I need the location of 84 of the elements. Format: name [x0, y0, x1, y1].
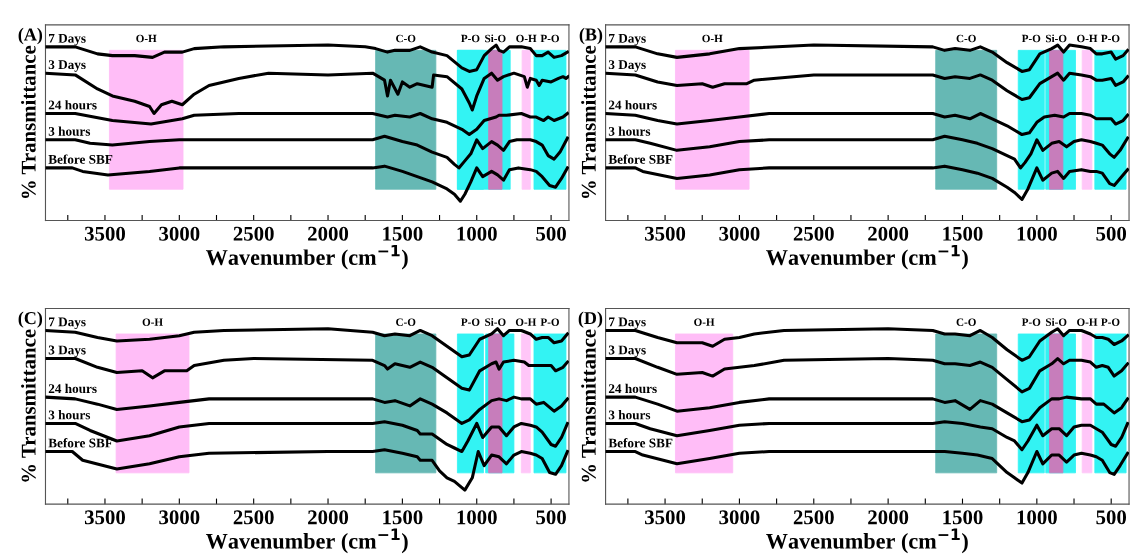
band-label: C-O	[396, 318, 416, 326]
series-label: 24 hours	[608, 100, 657, 110]
y-axis-title: % Transmittance	[21, 329, 36, 482]
x-tick-label: 1000	[457, 226, 497, 241]
x-tick-label: 3000	[719, 510, 760, 525]
x-tick-label: 1500	[943, 510, 983, 525]
series-label: 3 hours	[48, 410, 91, 420]
series-label: 3 Days	[48, 60, 86, 72]
series-label: 3 hours	[608, 126, 651, 136]
series-label: Before SBF	[608, 154, 673, 164]
band-label: O-H	[516, 34, 537, 43]
series-label: 3 Days	[608, 345, 646, 358]
x-axis-title: Wavenumber (cm$^{−1}$)	[766, 528, 968, 554]
band-label: O-H	[1077, 318, 1098, 326]
band-label: Si-O	[1045, 34, 1067, 43]
band-label: P-O	[1021, 34, 1041, 43]
x-tick-label: 1500	[383, 226, 423, 241]
x-tick-label: 500	[1096, 510, 1127, 525]
x-tick-label: 2500	[793, 510, 834, 525]
band-label: O-H	[136, 34, 157, 43]
x-tick-label: 1000	[457, 510, 497, 525]
series-label: 3 hours	[48, 126, 91, 136]
chart-title: (D)	[578, 311, 603, 328]
chart-title: (B)	[579, 27, 603, 45]
series-label: 3 Days	[608, 60, 646, 72]
series-label: 7 Days	[49, 33, 86, 46]
x-tick-label: 500	[1096, 226, 1127, 241]
band-label: P-O	[540, 34, 559, 43]
x-tick-label: 2000	[868, 226, 909, 241]
band-label: Si-O	[485, 318, 506, 326]
x-tick-label: 1000	[1017, 510, 1057, 525]
x-tick-label: 1500	[943, 226, 983, 241]
series-label: 24 hours	[608, 383, 657, 394]
band-label: O-H	[694, 318, 715, 326]
x-tick-label: 2000	[308, 226, 349, 241]
chart-title: (C)	[18, 311, 43, 328]
x-tick-label: 2500	[233, 510, 274, 525]
x-tick-label: 1500	[383, 510, 423, 525]
x-axis-title: Wavenumber (cm$^{−1}$)	[205, 528, 408, 554]
x-tick-label: 1000	[1017, 226, 1057, 241]
band-label: O-H	[142, 318, 163, 326]
x-tick-label: 2000	[308, 510, 349, 525]
series-label: Before SBF	[608, 438, 673, 448]
band-label: O-H	[515, 318, 537, 326]
series-label: 24 hours	[48, 383, 97, 394]
y-axis-title: % Transmittance	[581, 45, 596, 199]
chart-title: (A)	[18, 27, 43, 45]
x-axis-title: Wavenumber (cm$^{−1}$)	[205, 244, 408, 270]
series-label: 7 Days	[49, 317, 86, 330]
series-label: Before SBF	[48, 154, 113, 164]
x-tick-label: 3000	[159, 510, 200, 525]
band-label: O-H	[702, 34, 723, 43]
y-axis-title: % Transmittance	[581, 329, 596, 482]
x-tick-label: 500	[536, 510, 566, 525]
x-axis-title: Wavenumber (cm$^{−1}$)	[766, 244, 968, 270]
x-tick-label: 3000	[159, 226, 200, 241]
series-label: 7 Days	[609, 317, 646, 330]
band-label: P-O	[461, 318, 480, 326]
band-label: P-O	[1101, 34, 1120, 43]
x-tick-label: 3500	[645, 510, 686, 525]
band-label: O-H	[1077, 34, 1098, 43]
band-label: C-O	[956, 318, 976, 326]
x-tick-label: 2500	[793, 226, 834, 241]
band-label: P-O	[461, 34, 480, 43]
band-label: P-O	[1021, 318, 1041, 326]
band-label: P-O	[1101, 318, 1120, 326]
band-label: Si-O	[1045, 318, 1067, 326]
x-tick-label: 3000	[719, 226, 760, 241]
x-tick-label: 500	[536, 226, 566, 241]
series-label: 3 hours	[608, 410, 651, 420]
x-tick-label: 3500	[84, 226, 125, 241]
band-label: C-O	[956, 34, 976, 43]
band-label: C-O	[396, 34, 416, 43]
series-label: 7 Days	[609, 33, 646, 46]
x-tick-label: 3500	[84, 510, 125, 525]
x-tick-label: 2000	[868, 510, 909, 525]
band-label: P-O	[540, 318, 559, 326]
x-tick-label: 2500	[233, 226, 274, 241]
y-axis-title: % Transmittance	[21, 45, 36, 199]
series-label: 24 hours	[48, 100, 97, 110]
band-label: Si-O	[485, 34, 506, 43]
series-label: Before SBF	[48, 438, 113, 448]
x-tick-label: 3500	[645, 226, 686, 241]
series-label: 3 Days	[48, 345, 86, 358]
